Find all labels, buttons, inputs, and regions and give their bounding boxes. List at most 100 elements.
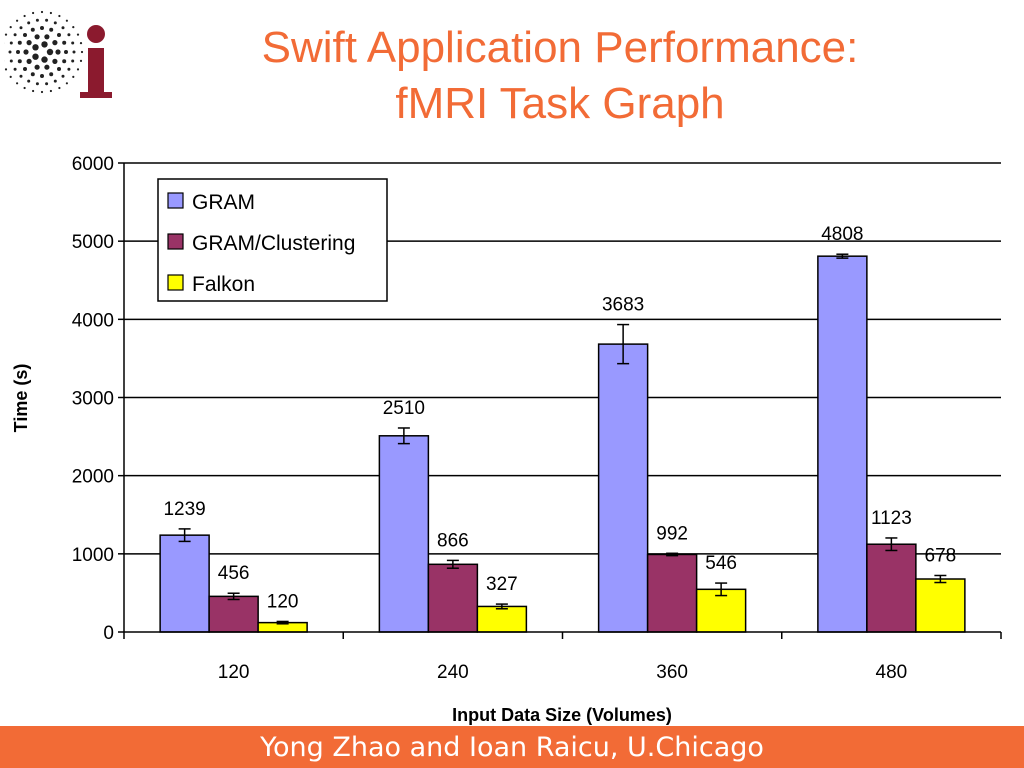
- logo-dot: [71, 59, 75, 63]
- legend-swatch: [167, 192, 184, 209]
- logo-dot: [9, 26, 12, 29]
- logo-dot: [17, 59, 22, 64]
- logo-dot: [35, 18, 39, 22]
- data-label: 4808: [821, 224, 863, 245]
- logo-dot: [23, 86, 26, 90]
- data-label: 3683: [602, 295, 644, 316]
- logo-dot: [9, 59, 13, 63]
- slide-title-line-2: fMRI Task Graph: [395, 79, 725, 128]
- data-label: 120: [267, 591, 299, 612]
- logo-dot: [40, 26, 44, 30]
- logo-dot: [32, 44, 39, 51]
- logo-dot: [16, 50, 20, 54]
- logo-dot: [72, 75, 75, 78]
- logo-letter-stem: [88, 48, 104, 96]
- y-tick-label: 2000: [72, 467, 114, 488]
- y-tick-label: 3000: [72, 389, 114, 410]
- logo-dot: [65, 82, 68, 85]
- bar: [476, 605, 528, 633]
- logo-dot: [32, 53, 39, 60]
- logo-dot: [27, 21, 31, 25]
- logo-dot: [23, 67, 27, 71]
- logo-dot: [34, 64, 40, 70]
- logo-dot: [30, 27, 35, 32]
- logo-dot: [72, 50, 76, 54]
- logo-dot: [19, 74, 23, 78]
- logo-dot: [65, 19, 68, 22]
- logo-dot: [26, 40, 32, 46]
- legend-box: [157, 178, 388, 302]
- logo-dot: [53, 21, 57, 25]
- data-label: 2510: [383, 398, 425, 419]
- logo-dot: [40, 10, 44, 14]
- logo-dot: [34, 34, 40, 40]
- bar: [915, 578, 966, 633]
- legend-label: GRAM/Clustering: [192, 232, 355, 255]
- footer-bar: [0, 726, 1024, 768]
- legend-swatch: [167, 233, 184, 250]
- logo-dot: [58, 14, 61, 18]
- logo-dot: [62, 59, 67, 64]
- logo-dot: [4, 68, 8, 71]
- logo-dot: [9, 75, 12, 78]
- bar: [427, 563, 479, 633]
- logo-dot: [13, 33, 17, 37]
- logo-dot: [9, 41, 13, 45]
- logo-dot: [67, 33, 71, 37]
- bar: [378, 435, 430, 633]
- x-tick-label: 480: [876, 662, 908, 683]
- logo-dot: [49, 27, 54, 32]
- logo-dot: [16, 82, 19, 85]
- logo-dot: [55, 49, 61, 55]
- legend-label: Falkon: [192, 273, 255, 296]
- logo-dot: [57, 33, 61, 37]
- data-label: 1123: [871, 508, 912, 529]
- logo-dot: [40, 74, 44, 78]
- data-label: 678: [925, 545, 957, 566]
- logo-dot: [8, 50, 12, 54]
- footer-text: Yong Zhao and Ioan Raicu, U.Chicago: [260, 732, 764, 763]
- logo-dot: [49, 11, 53, 15]
- logo-dot: [27, 79, 31, 83]
- logo-dot: [62, 40, 67, 45]
- logo-dot: [46, 48, 54, 56]
- bar: [866, 543, 917, 633]
- bar: [646, 553, 698, 633]
- y-tick-label: 0: [103, 623, 114, 644]
- data-label: 456: [218, 563, 250, 584]
- bar-chart: 1239 456 120 2510 866 327 3683 992 546 4808 1123 67…: [11, 154, 1002, 725]
- logo-dot: [44, 34, 50, 40]
- legend-swatch: [167, 274, 184, 291]
- logo-dot: [52, 40, 58, 46]
- logo-dot: [44, 64, 50, 70]
- data-label: 1239: [163, 499, 205, 520]
- x-tick-label: 360: [656, 662, 688, 683]
- logo-dot: [76, 33, 80, 36]
- logo-dot: [57, 67, 61, 71]
- logo-letter-base: [80, 92, 112, 98]
- logo-dot: [17, 40, 22, 45]
- logo-dot: [79, 42, 83, 45]
- logo-dot: [67, 67, 71, 71]
- logo-dot: [61, 74, 65, 78]
- logo-dot: [61, 26, 65, 30]
- logo-dot: [40, 90, 44, 94]
- logo-dot: [45, 82, 49, 86]
- logo-dot: [23, 14, 26, 18]
- bar: [597, 343, 649, 633]
- logo-dot: [79, 59, 83, 63]
- x-tick-label: 240: [437, 662, 469, 683]
- y-tick-label: 5000: [72, 232, 114, 253]
- logo-dot: [52, 58, 58, 64]
- data-label: 327: [486, 574, 518, 595]
- logo-dot: [72, 26, 75, 29]
- bar: [159, 534, 210, 633]
- logo-dot: [58, 86, 61, 90]
- logo-dot: [23, 33, 27, 37]
- logo-dot: [4, 33, 8, 36]
- logo-dot: [49, 72, 54, 77]
- x-axis-title: Input Data Size (Volumes): [452, 705, 672, 725]
- legend-label: GRAM: [192, 191, 255, 214]
- logo-dot: [30, 72, 35, 77]
- bar: [208, 595, 259, 633]
